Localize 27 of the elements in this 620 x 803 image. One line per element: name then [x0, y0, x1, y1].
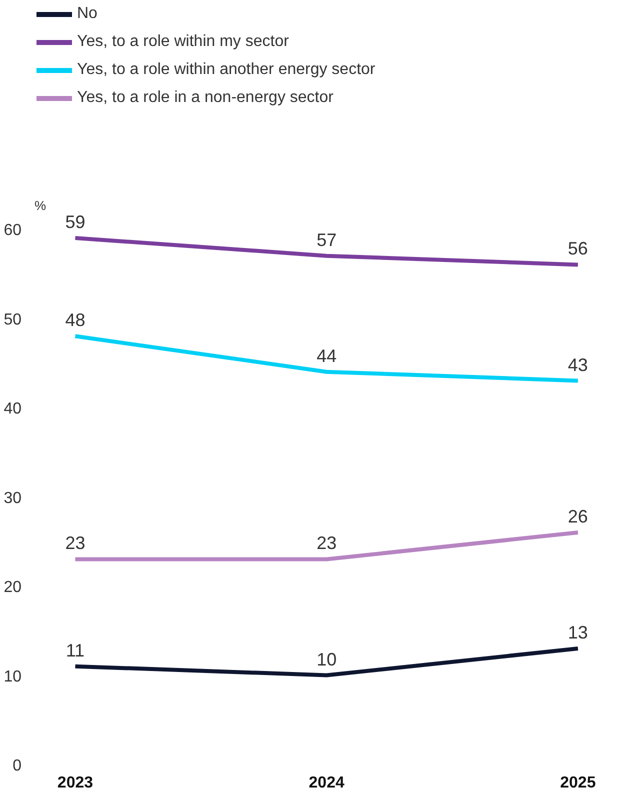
y-tick-label: 0 [12, 758, 22, 774]
data-label: 10 [316, 649, 337, 670]
data-label: 23 [65, 533, 86, 554]
y-tick-label: 60 [4, 222, 22, 240]
data-label: 11 [66, 640, 85, 660]
data-label: 13 [568, 622, 588, 642]
x-tick-label: 2024 [308, 774, 344, 792]
data-label: 43 [568, 354, 588, 375]
x-tick-label: 2025 [560, 774, 596, 792]
y-tick-label: 10 [4, 668, 22, 686]
y-tick-label: 40 [4, 400, 22, 418]
y-tick-label: 20 [4, 579, 22, 596]
data-label: 59 [65, 212, 86, 232]
y-tick-label: 30 [4, 490, 22, 507]
data-label: 23 [316, 533, 337, 554]
data-label: 44 [316, 346, 337, 366]
data-label: 48 [65, 310, 86, 330]
legend-label: No [77, 5, 98, 23]
legend-label: Yes, to a role within another energy sector [77, 61, 376, 79]
legend-label: Yes, to a role in a non-energy sector [77, 89, 334, 107]
legend-label: Yes, to a role within my sector [77, 33, 289, 51]
data-label: 26 [568, 506, 588, 526]
y-tick-label: 50 [4, 311, 22, 328]
y-axis-title: % [34, 198, 46, 214]
data-label: 57 [316, 230, 337, 250]
data-label: 56 [568, 238, 588, 259]
x-tick-label: 2023 [57, 774, 94, 792]
